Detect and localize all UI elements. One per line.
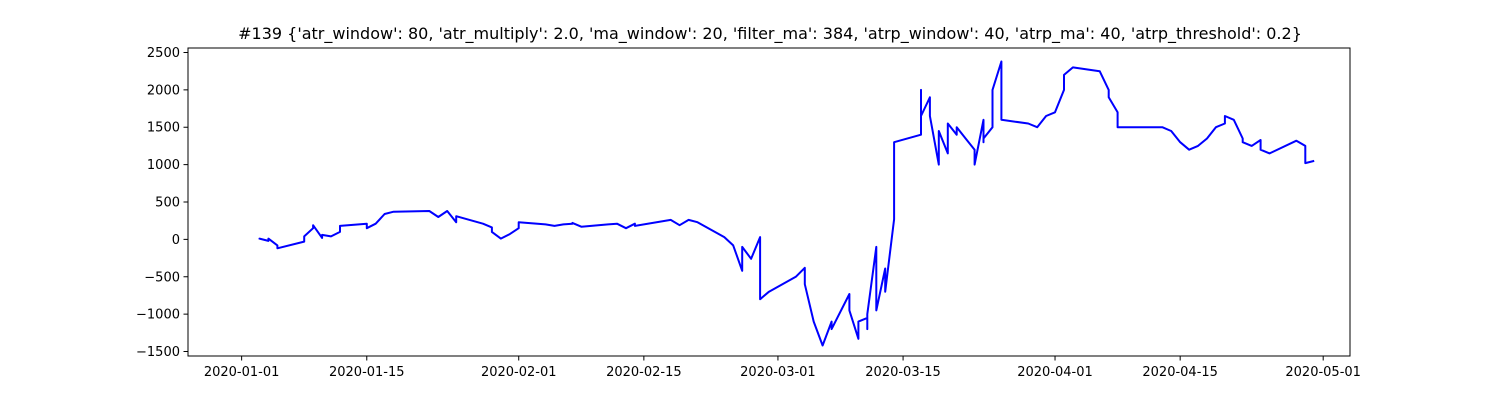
x-tick-label: 2020-03-01 — [740, 365, 816, 380]
x-tick-label: 2020-04-15 — [1142, 365, 1218, 380]
y-tick-label: 1000 — [147, 158, 180, 173]
y-tick-label: 1500 — [147, 121, 180, 136]
y-tick-label: −500 — [144, 270, 180, 285]
y-tick-label: −1500 — [136, 345, 180, 360]
x-tick-label: 2020-01-01 — [204, 365, 280, 380]
y-tick-label: 2000 — [147, 83, 180, 98]
x-tick-label: 2020-03-15 — [865, 365, 941, 380]
x-axis: 2020-01-01 2020-01-15 2020-02-01 2020-02-15… — [204, 356, 1361, 380]
series-line — [258, 60, 1315, 347]
plot-frame — [187, 47, 1351, 357]
y-tick-label: 500 — [155, 196, 180, 211]
x-tick-label: 2020-01-15 — [329, 365, 405, 380]
chart-title: #139 {'atr_window': 80, 'atr_multiply': … — [238, 24, 1302, 44]
y-axis: −1500 −1000 −500 0 500 1000 1500 2000 2500 — [136, 46, 188, 360]
y-tick-label: 0 — [172, 233, 180, 248]
x-tick-label: 2020-02-01 — [481, 365, 557, 380]
y-tick-label: −1000 — [136, 308, 180, 323]
y-tick-label: 2500 — [147, 46, 180, 61]
x-tick-label: 2020-02-15 — [606, 365, 682, 380]
x-tick-label: 2020-04-01 — [1017, 365, 1093, 380]
x-tick-label: 2020-05-01 — [1285, 365, 1361, 380]
